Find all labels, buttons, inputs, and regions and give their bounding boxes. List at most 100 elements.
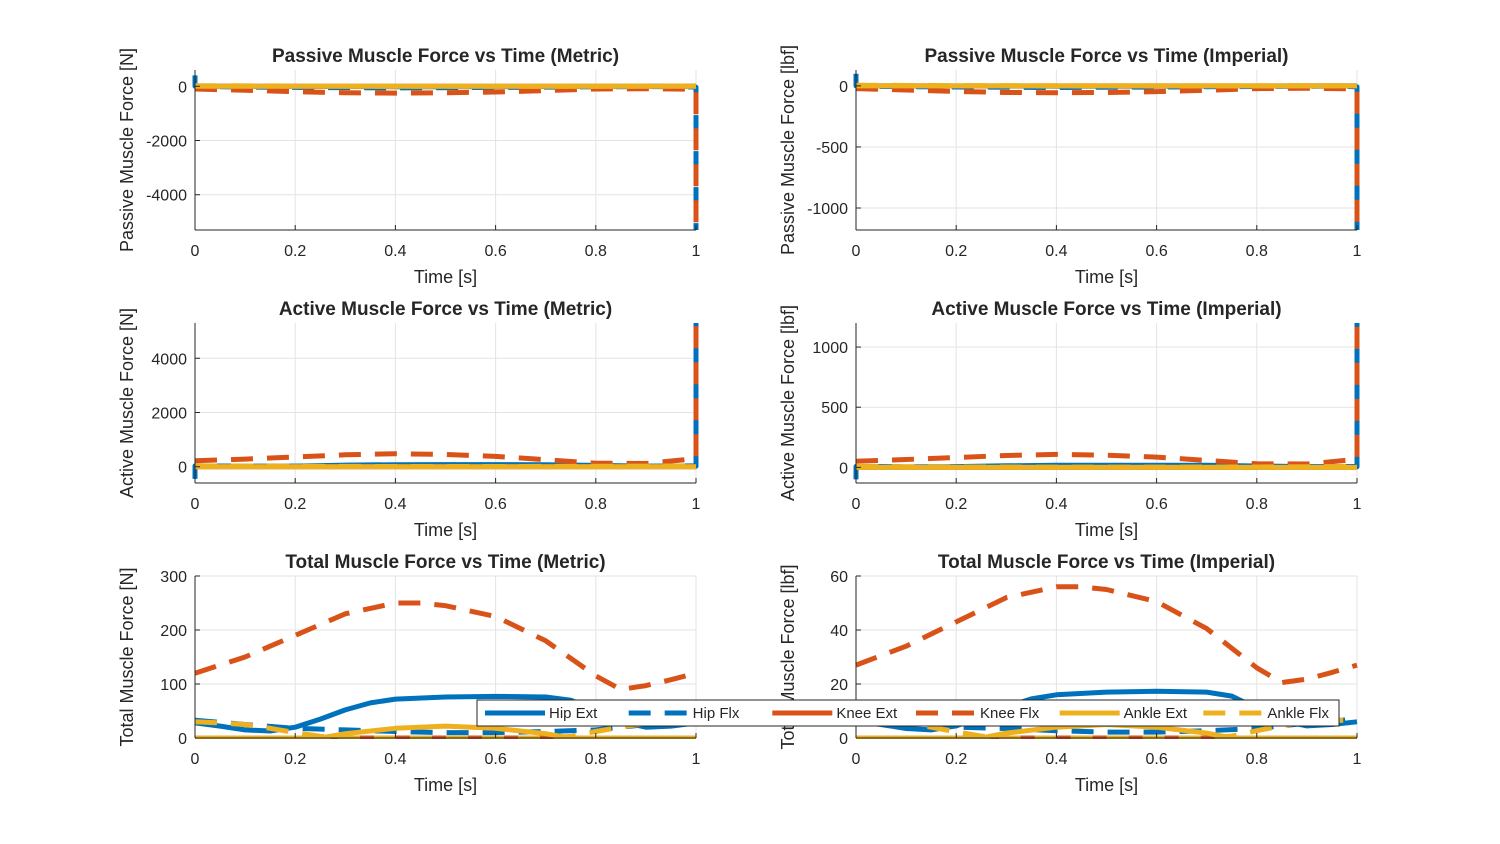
y-tick-label: -500: [816, 140, 848, 157]
legend: Hip Ext Hip Flx Knee Ext Knee Flx Ankle Ext A…: [476, 699, 1340, 727]
legend-label: Ankle Ext: [1124, 705, 1188, 722]
chart-3: 0 0.2 0.4 0.6 0.8 1 0 2000 4000 Active Muscle For…: [117, 299, 701, 540]
x-tick-label: 0.8: [1246, 243, 1268, 260]
series-line-hip-flx: [194, 717, 697, 736]
x-tick-label: 0: [191, 751, 200, 768]
y-tick-label: 20: [830, 677, 848, 694]
x-tick-label: 0.6: [1145, 496, 1167, 513]
x-axis-label: Time [s]: [414, 520, 477, 540]
x-tick-label: 0.2: [284, 751, 306, 768]
y-tick-label: 0: [178, 460, 187, 477]
chart-2: 0 0.2 0.4 0.6 0.8 1 0 -500 -1000 Passive Muscle F…: [778, 45, 1362, 287]
x-tick-label: 0.8: [585, 751, 607, 768]
series-line-knee-flx: [855, 323, 1360, 467]
x-tick-label: 0.2: [945, 496, 967, 513]
chart-1: 0 0.2 0.4 0.6 0.8 1 0 -2000 -4000 Passive Muscle …: [117, 46, 701, 287]
y-tick-label: 200: [160, 623, 187, 640]
x-tick-label: 1: [692, 243, 701, 260]
legend-label: Hip Ext: [549, 705, 598, 722]
legend-label: Ankle Flx: [1267, 705, 1329, 722]
series-line-knee-flx: [194, 600, 697, 692]
y-axis-label: Active Muscle Force [lbf]: [778, 305, 798, 501]
x-tick-label: 1: [1353, 751, 1362, 768]
series-line-knee-flx: [194, 86, 699, 230]
chart-title: Total Muscle Force vs Time (Metric): [285, 552, 605, 573]
x-tick-label: 0.4: [384, 751, 406, 768]
x-tick-label: 1: [692, 751, 701, 768]
series-line-knee-flx: [194, 323, 699, 466]
x-tick-label: 0.2: [284, 496, 306, 513]
x-tick-label: 0.4: [384, 243, 406, 260]
y-tick-label: 300: [160, 569, 187, 586]
chart-title: Passive Muscle Force vs Time (Metric): [272, 46, 619, 67]
x-tick-label: 0.8: [1246, 751, 1268, 768]
x-tick-label: 0.8: [1246, 496, 1268, 513]
series-line-ankle-flx: [855, 82, 1358, 89]
x-tick-label: 0.6: [1145, 243, 1167, 260]
y-tick-label: 0: [178, 79, 187, 96]
legend-label: Knee Flx: [980, 705, 1040, 722]
chart-title: Active Muscle Force vs Time (Imperial): [931, 299, 1281, 320]
x-tick-label: 0: [191, 243, 200, 260]
chart-5: 0 0.2 0.4 0.6 0.8 1 0 100 200 300 Total Muscle For…: [117, 552, 701, 795]
series-line-knee-flx: [855, 584, 1358, 686]
x-tick-label: 0: [852, 496, 861, 513]
x-tick-label: 0.8: [585, 243, 607, 260]
chart-title: Active Muscle Force vs Time (Metric): [279, 299, 612, 320]
legend-box: [476, 699, 1340, 727]
y-tick-label: -4000: [146, 188, 187, 205]
series-group: [853, 73, 1360, 230]
x-tick-label: 1: [1353, 496, 1362, 513]
x-tick-label: 0.4: [1045, 243, 1067, 260]
x-tick-label: 0.2: [945, 751, 967, 768]
series-group: [192, 323, 699, 479]
x-tick-label: 0.8: [585, 496, 607, 513]
x-tick-label: 0.6: [484, 751, 506, 768]
legend-label: Hip Flx: [693, 705, 740, 722]
y-tick-label: 0: [839, 79, 848, 96]
x-axis-label: Time [s]: [414, 775, 477, 795]
x-tick-label: 0.2: [945, 243, 967, 260]
y-tick-label: 1000: [812, 340, 848, 357]
y-axis-label: Passive Muscle Force [lbf]: [778, 45, 798, 255]
y-tick-label: 0: [839, 460, 848, 477]
x-tick-label: 0.4: [1045, 496, 1067, 513]
series-group: [853, 323, 1360, 480]
x-axis-label: Time [s]: [1075, 520, 1138, 540]
legend-label: Knee Ext: [836, 705, 898, 722]
x-tick-label: 0: [852, 751, 861, 768]
y-axis-label: Passive Muscle Force [N]: [117, 48, 137, 252]
x-tick-label: 0: [852, 243, 861, 260]
plot-area: [195, 70, 696, 230]
plot-area: [856, 70, 1357, 230]
series-line-ankle-flx: [194, 463, 697, 469]
y-tick-label: 100: [160, 677, 187, 694]
y-tick-label: 4000: [151, 351, 187, 368]
x-tick-label: 0: [191, 496, 200, 513]
chart-4: 0 0.2 0.4 0.6 0.8 1 0 500 1000 Active Muscle Forc…: [778, 299, 1362, 540]
x-tick-label: 0.4: [384, 496, 406, 513]
x-tick-label: 1: [692, 496, 701, 513]
chart-title: Total Muscle Force vs Time (Imperial): [938, 552, 1275, 573]
x-tick-label: 0.2: [284, 243, 306, 260]
y-axis-label: Total Muscle Force [N]: [117, 567, 137, 746]
series-line-ankle-flx: [194, 83, 697, 89]
y-tick-label: 60: [830, 569, 848, 586]
y-tick-label: 0: [839, 731, 848, 748]
chart-title: Passive Muscle Force vs Time (Imperial): [925, 46, 1289, 67]
x-tick-label: 0.4: [1045, 751, 1067, 768]
chart-6: 0 0.2 0.4 0.6 0.8 1 0 20 40 60 Total Muscle Force …: [778, 552, 1362, 795]
series-line-knee-flx: [855, 85, 1360, 230]
series-group: [192, 75, 699, 230]
y-tick-label: 0: [178, 731, 187, 748]
y-axis-label: Active Muscle Force [N]: [117, 308, 137, 498]
y-tick-label: 40: [830, 623, 848, 640]
series-line-ankle-flx: [855, 464, 1358, 470]
x-axis-label: Time [s]: [414, 267, 477, 287]
x-tick-label: 1: [1353, 243, 1362, 260]
y-tick-label: 500: [821, 400, 848, 417]
x-tick-label: 0.6: [1145, 751, 1167, 768]
y-tick-label: -1000: [807, 201, 848, 218]
x-tick-label: 0.6: [484, 243, 506, 260]
